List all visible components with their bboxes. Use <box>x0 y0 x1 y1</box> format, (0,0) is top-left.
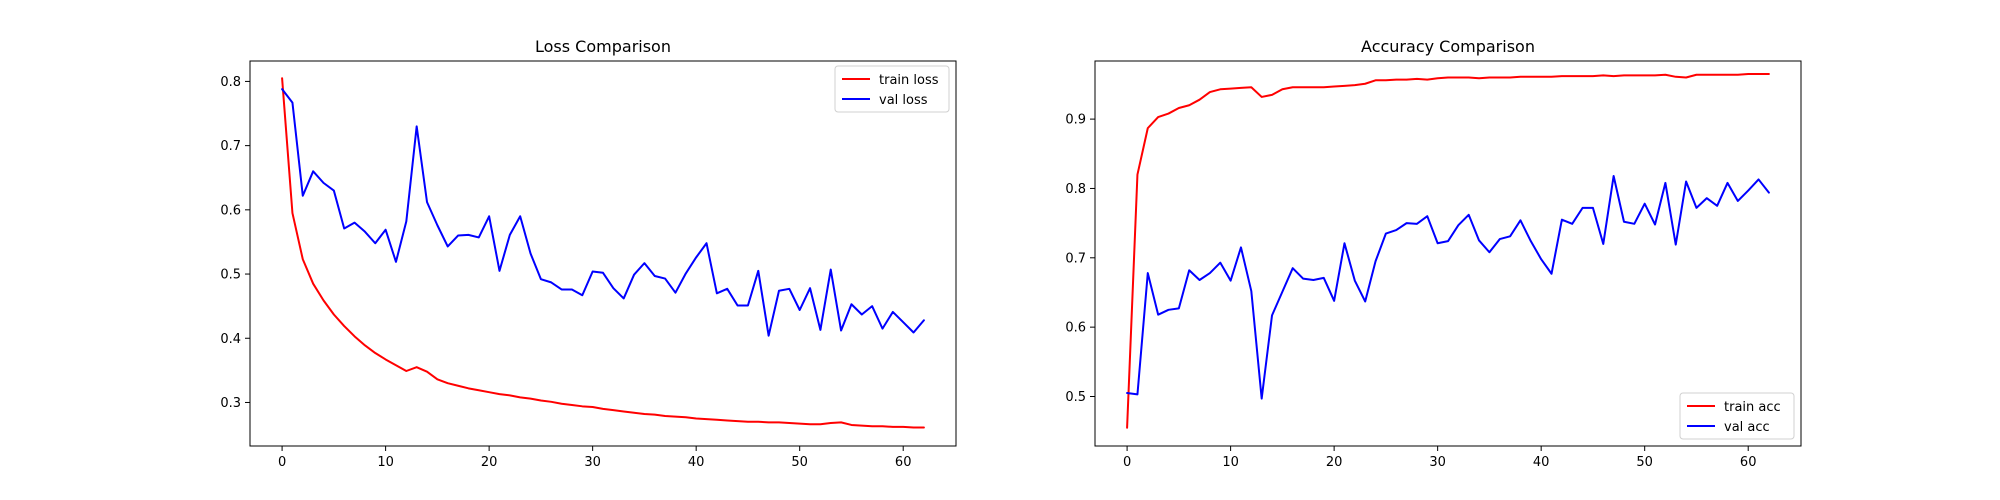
series-line-train-acc <box>1126 73 1770 429</box>
legend-label: train acc <box>1724 400 1781 415</box>
x-tick-label: 40 <box>688 455 705 470</box>
chart-title: Loss Comparison <box>535 37 671 56</box>
series-line-train-loss <box>281 77 925 429</box>
x-tick-label: 40 <box>1533 455 1550 470</box>
legend-frame <box>1679 392 1795 440</box>
y-tick-label: 0.6 <box>220 203 241 218</box>
y-tick-label: 0.4 <box>220 332 241 347</box>
legend: train acc val acc <box>1679 392 1795 440</box>
legend: train loss val loss <box>834 65 950 113</box>
x-tick-label: 30 <box>584 455 601 470</box>
x-tick-label: 0 <box>278 455 286 470</box>
accuracy-comparison-chart: Accuracy Comparison 0 10 20 30 40 50 60 0.5 0.6 0… <box>1065 37 1802 470</box>
series-line-val-acc <box>1126 174 1770 400</box>
loss-comparison-chart: Loss Comparison 0 10 20 30 40 50 60 0.3 0.4 0.5 0.… <box>220 37 957 470</box>
y-tick-label: 0.3 <box>220 396 241 411</box>
legend-label: val loss <box>879 93 928 108</box>
legend-label: train loss <box>879 73 939 88</box>
chart-title: Accuracy Comparison <box>1361 37 1535 56</box>
legend-label: val acc <box>1724 420 1770 435</box>
x-tick-label: 20 <box>481 455 498 470</box>
y-tick-label: 0.5 <box>220 268 241 283</box>
x-tick-label: 0 <box>1123 455 1131 470</box>
axes-frame <box>1094 60 1802 447</box>
y-tick-label: 0.9 <box>1065 113 1086 128</box>
x-tick-label: 50 <box>1636 455 1653 470</box>
series-line-val-loss <box>281 88 925 337</box>
y-tick-label: 0.7 <box>1065 251 1086 266</box>
x-tick-label: 10 <box>1222 455 1239 470</box>
axes-frame <box>249 60 957 447</box>
y-tick-label: 0.6 <box>1065 321 1086 336</box>
y-tick-label: 0.8 <box>1065 182 1086 197</box>
y-tick-label: 0.8 <box>220 75 241 90</box>
y-tick-label: 0.7 <box>220 139 241 154</box>
x-tick-label: 30 <box>1429 455 1446 470</box>
x-tick-label: 20 <box>1326 455 1343 470</box>
y-tick-label: 0.5 <box>1065 390 1086 405</box>
legend-frame <box>834 65 950 113</box>
x-tick-label: 60 <box>1740 455 1757 470</box>
x-tick-label: 10 <box>377 455 394 470</box>
x-tick-label: 50 <box>791 455 808 470</box>
x-tick-label: 60 <box>895 455 912 470</box>
